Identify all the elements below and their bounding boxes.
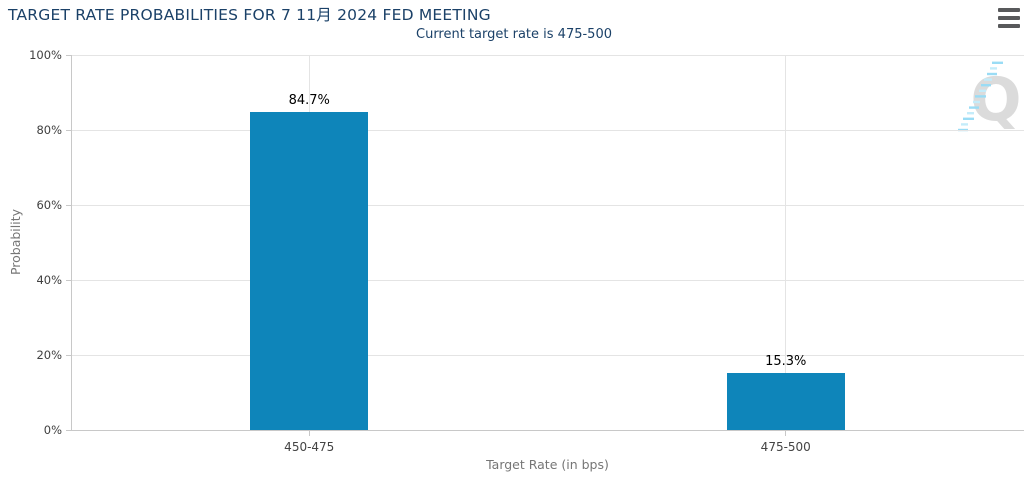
x-tick-label: 475-500 <box>760 440 811 454</box>
y-axis-tick <box>66 54 71 56</box>
y-axis-tick <box>66 279 71 281</box>
chart-subtitle: Current target rate is 475-500 <box>416 27 612 42</box>
vertical-gridline <box>785 55 787 430</box>
horizontal-gridline <box>71 279 1024 281</box>
y-axis-tick <box>66 129 71 131</box>
horizontal-gridline <box>71 204 1024 206</box>
y-axis-line <box>71 55 72 430</box>
y-axis-tick <box>66 204 71 206</box>
chart-title: TARGET RATE PROBABILITIES FOR 7 11月 2024… <box>8 6 491 24</box>
y-tick-label: 0% <box>43 423 62 437</box>
bar-value-label: 84.7% <box>288 93 330 109</box>
horizontal-gridline <box>71 54 1024 56</box>
x-tick-label: 450-475 <box>284 440 335 454</box>
bar-475-500[interactable] <box>726 372 845 430</box>
y-axis-tick <box>66 429 71 431</box>
bar-value-label: 15.3% <box>765 353 807 369</box>
x-axis-tick <box>785 430 787 436</box>
hamburger-icon <box>998 8 1020 12</box>
x-axis-line <box>71 429 1024 431</box>
hamburger-menu-button[interactable] <box>998 7 1022 29</box>
bar-450-475[interactable] <box>250 112 369 430</box>
hamburger-icon <box>998 16 1020 20</box>
q-logo-letter: Q <box>970 65 1021 134</box>
y-axis-tick <box>66 354 71 356</box>
q-logo-watermark: Q <box>958 61 1022 134</box>
horizontal-gridline <box>71 129 1024 131</box>
q-logo-stripes <box>958 61 1003 132</box>
horizontal-gridline <box>71 354 1024 356</box>
y-tick-label: 100% <box>29 48 62 62</box>
hamburger-icon <box>998 24 1020 28</box>
y-tick-label: 80% <box>36 123 62 137</box>
y-axis-title: Probability <box>8 208 23 276</box>
x-axis-title: Target Rate (in bps) <box>486 457 609 472</box>
x-axis-tick <box>308 430 310 436</box>
y-tick-label: 40% <box>36 273 62 287</box>
y-tick-label: 20% <box>36 348 62 362</box>
y-tick-label: 60% <box>36 198 62 212</box>
